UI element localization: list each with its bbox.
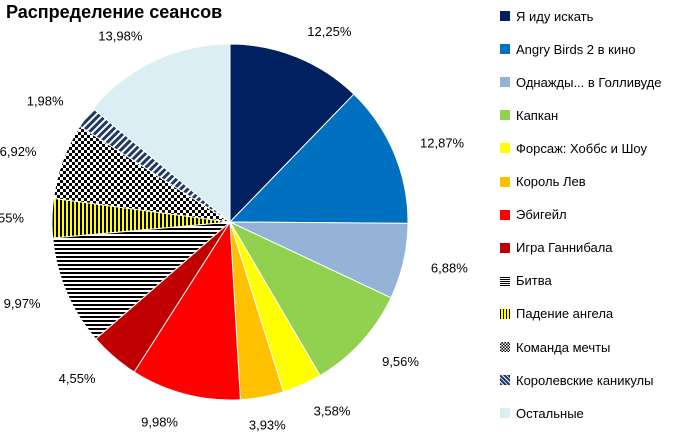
legend-item-13: Остальные <box>500 403 584 423</box>
pie-slice-1 <box>229 43 355 224</box>
legend-label: Король Лев <box>516 174 586 189</box>
legend-label: Я иду искать <box>516 8 594 24</box>
data-label-7: 9,98% <box>141 414 178 429</box>
legend-item-10: Падение ангела <box>500 304 613 324</box>
data-label-3: 6,88% <box>431 261 468 276</box>
legend-item-2: Angry Birds 2 в кино <box>500 39 636 59</box>
data-label-1: 12,25% <box>307 24 352 39</box>
legend-swatch <box>500 308 510 319</box>
legend-label: Игра Ганнибала <box>516 240 613 256</box>
legend-label: Битва <box>516 273 552 289</box>
legend-swatch <box>500 242 510 253</box>
legend-item-7: Эбигейл <box>500 205 567 225</box>
data-label-11: 6,92% <box>0 144 37 159</box>
pie-chart: 12,25% 12,87% 6,88% 9,56% 3,58% 3,93% 9,98% 4,5… <box>0 24 468 433</box>
legend-swatch <box>500 44 510 55</box>
data-label-6: 3,93% <box>249 418 286 433</box>
legend-swatch <box>500 275 510 286</box>
legend-item-4: Капкан <box>500 105 558 125</box>
legend-label: Однажды... в Голливуде <box>516 74 662 90</box>
legend-label: Эбигейл <box>516 207 567 223</box>
legend-label: Команда мечты <box>516 339 611 355</box>
legend-swatch <box>500 11 510 21</box>
legend-label: Форсаж: Хоббс и Шоу <box>516 140 647 156</box>
data-label-5: 3,58% <box>314 403 351 418</box>
data-label-8: 4,55% <box>59 371 96 386</box>
pie-slice-4 <box>228 220 392 377</box>
legend-swatch <box>500 408 510 419</box>
data-label-12: 1,98% <box>27 94 64 109</box>
legend-swatch <box>500 143 510 154</box>
legend-item-1: Я иду искать <box>500 6 593 26</box>
pie-slice-2 <box>228 93 409 224</box>
legend-label: Angry Birds 2 в кино <box>516 41 636 57</box>
data-label-13: 13,98% <box>98 29 143 44</box>
legend-swatch <box>500 110 510 121</box>
data-label-9: 9,97% <box>4 296 41 311</box>
legend-item-8: Игра Ганнибала <box>500 238 613 258</box>
legend-item-11: Команда мечты <box>500 337 610 357</box>
legend-item-3: Однажды... в Голливуде <box>500 72 661 92</box>
legend-swatch <box>500 342 510 352</box>
legend-swatch <box>500 176 510 187</box>
pie-slice-9 <box>52 221 232 340</box>
legend-item-12: Королевские каникулы <box>500 370 653 390</box>
pie-slice-13 <box>92 43 231 224</box>
data-label-4: 9,56% <box>382 354 419 369</box>
legend-swatch <box>500 77 510 88</box>
legend-swatch <box>500 375 510 386</box>
data-label-10: 3,55% <box>0 211 24 226</box>
legend-label: Остальные <box>516 405 584 421</box>
legend-item-9: Битва <box>500 271 552 291</box>
data-label-2: 12,87% <box>420 135 465 150</box>
legend-item-6: Король Лев <box>500 172 586 192</box>
chart-title: Распределение сеансов <box>6 2 223 22</box>
legend-label: Падение ангела <box>516 306 614 322</box>
legend-item-5: Форсаж: Хоббс и Шоу <box>500 138 647 158</box>
legend-label: Капкан <box>516 107 559 123</box>
legend-swatch <box>500 209 510 220</box>
pie-slice-7 <box>133 220 241 401</box>
legend-label: Королевские каникулы <box>516 372 654 388</box>
